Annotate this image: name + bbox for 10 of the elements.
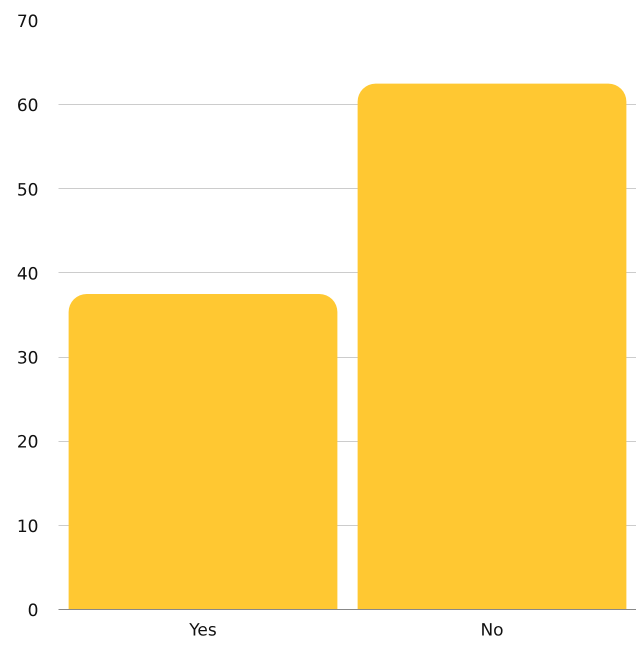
y-tick-label: 10: [16, 516, 39, 537]
y-tick-label: 0: [28, 601, 39, 621]
y-tick-label: 60: [16, 96, 39, 116]
y-tick-label: 70: [16, 12, 39, 32]
y-tick-label: 40: [16, 264, 39, 284]
x-tick-label: No: [480, 620, 504, 640]
y-tick-label: 30: [16, 348, 39, 369]
y-tick-label: 20: [16, 432, 39, 453]
x-tick-label: Yes: [188, 620, 217, 640]
y-tick-label: 50: [16, 180, 39, 200]
